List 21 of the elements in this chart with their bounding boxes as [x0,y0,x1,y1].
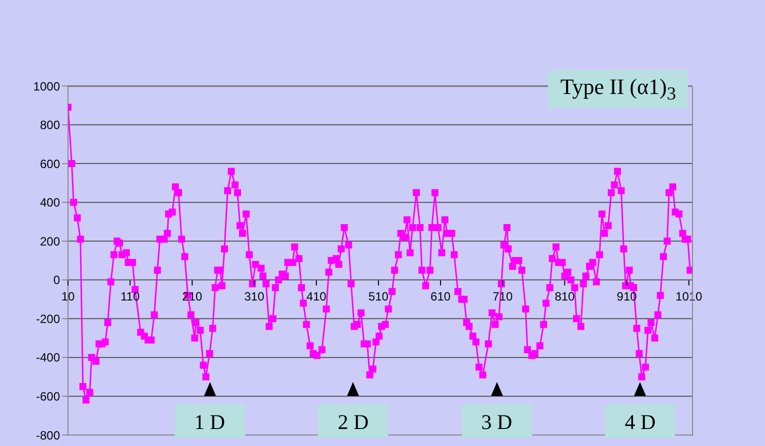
annotation: 3 D [462,404,532,438]
y-tick-label: 200 [40,234,60,248]
annotation: 2 D [318,404,388,438]
x-tick-label: 510 [368,289,389,304]
y-tick-label: 600 [40,156,60,171]
chart-title: Type II (α1)$_{3}$ [548,70,688,108]
y-tick-label: -800 [36,428,60,442]
annotation: 1 D [174,404,245,438]
x-tick-label: 810 [554,289,576,304]
y-tick-label: 0 [53,273,60,288]
x-tick-label: 410 [306,289,327,304]
y-tick-label: -400 [36,350,60,365]
y-tick-label: -600 [36,389,60,404]
x-tick-label: 610 [430,289,451,304]
y-tick-label: 800 [40,118,60,132]
y-tick-label: -200 [36,312,60,326]
x-tick-label: 10 [61,289,75,304]
y-tick-label: 400 [40,196,60,210]
y-tick-label: 1000 [33,79,60,94]
x-tick-label: 310 [244,289,265,304]
annotation: 4 D [605,404,676,438]
